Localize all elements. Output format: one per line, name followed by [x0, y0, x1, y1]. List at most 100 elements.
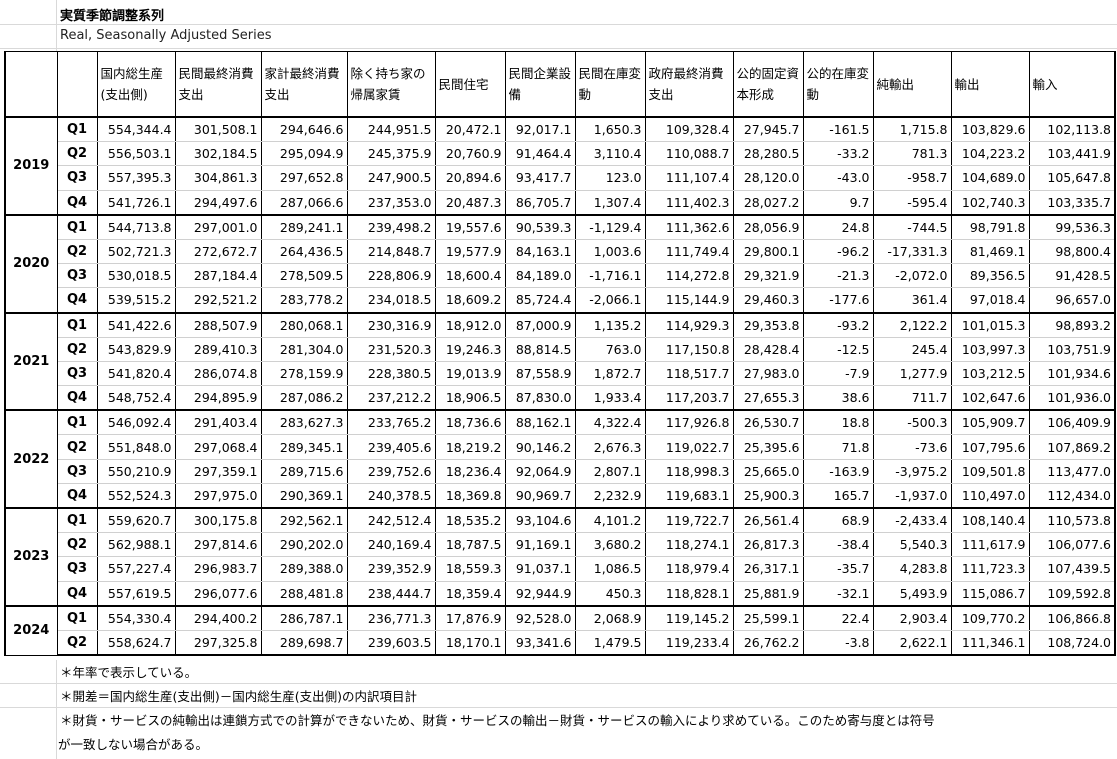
value-cell[interactable]: 28,056.9	[732, 213, 804, 240]
value-cell[interactable]: 264,436.5	[260, 238, 348, 265]
value-cell[interactable]: -43.0	[802, 165, 874, 191]
value-cell[interactable]: 118,828.1	[644, 580, 734, 607]
value-cell[interactable]: 297,325.8	[174, 629, 262, 657]
value-cell[interactable]: 93,104.6	[504, 507, 576, 534]
value-cell[interactable]: 102,647.6	[950, 385, 1030, 412]
value-cell[interactable]: 84,189.0	[504, 263, 576, 289]
value-cell[interactable]: 26,762.2	[732, 629, 804, 657]
value-cell[interactable]: -161.5	[802, 116, 874, 143]
value-cell[interactable]: 214,848.7	[346, 238, 436, 265]
value-cell[interactable]: 290,202.0	[260, 532, 348, 558]
value-cell[interactable]: 118,274.1	[644, 532, 734, 558]
quarter-cell[interactable]: Q4	[56, 385, 98, 412]
value-cell[interactable]: 239,352.9	[346, 556, 436, 582]
value-cell[interactable]: 119,233.4	[644, 629, 734, 657]
value-cell[interactable]: -1,937.0	[872, 482, 952, 509]
value-cell[interactable]: 554,330.4	[96, 604, 176, 631]
value-cell[interactable]: 551,848.0	[96, 434, 176, 460]
value-cell[interactable]: 119,683.1	[644, 482, 734, 509]
value-cell[interactable]: 71.8	[802, 434, 874, 460]
value-cell[interactable]: 1,003.6	[574, 238, 646, 265]
header-private-residential[interactable]: 民間住宅	[434, 51, 506, 118]
sheet-title[interactable]: 実質季節調整系列	[60, 9, 165, 24]
value-cell[interactable]: 93,417.7	[504, 165, 576, 191]
value-cell[interactable]: -177.6	[802, 287, 874, 314]
value-cell[interactable]: 302,184.5	[174, 141, 262, 167]
value-cell[interactable]: 20,760.9	[434, 141, 506, 167]
quarter-cell[interactable]: Q2	[56, 336, 98, 362]
value-cell[interactable]: 18,559.3	[434, 556, 506, 582]
value-cell[interactable]: 29,460.3	[732, 287, 804, 314]
header-public-inventory[interactable]: 公的在庫変動	[802, 51, 874, 118]
value-cell[interactable]: 9.7	[802, 189, 874, 216]
value-cell[interactable]: 101,934.6	[1028, 360, 1116, 387]
value-cell[interactable]: 17,876.9	[434, 604, 506, 631]
value-cell[interactable]: 283,778.2	[260, 287, 348, 314]
value-cell[interactable]: 108,724.0	[1028, 629, 1116, 657]
value-cell[interactable]: 278,159.9	[260, 360, 348, 387]
value-cell[interactable]: 711.7	[872, 385, 952, 412]
value-cell[interactable]: 119,145.2	[644, 604, 734, 631]
value-cell[interactable]: 18,170.1	[434, 629, 506, 657]
value-cell[interactable]: 231,520.3	[346, 336, 436, 362]
year-cell[interactable]: 2022	[4, 409, 58, 509]
value-cell[interactable]: 84,163.1	[504, 238, 576, 265]
value-cell[interactable]: 3,680.2	[574, 532, 646, 558]
value-cell[interactable]: 91,464.4	[504, 141, 576, 167]
value-cell[interactable]: 27,983.0	[732, 360, 804, 387]
quarter-cell[interactable]: Q2	[56, 238, 98, 265]
value-cell[interactable]: 91,428.5	[1028, 263, 1116, 289]
value-cell[interactable]: 292,562.1	[260, 507, 348, 534]
value-cell[interactable]: 2,122.2	[872, 311, 952, 338]
quarter-cell[interactable]: Q4	[56, 287, 98, 314]
value-cell[interactable]: 22.4	[802, 604, 874, 631]
header-private-investment[interactable]: 民間企業設備	[504, 51, 576, 118]
quarter-cell[interactable]: Q4	[56, 482, 98, 509]
value-cell[interactable]: 234,018.5	[346, 287, 436, 314]
value-cell[interactable]: 106,409.9	[1028, 409, 1116, 436]
value-cell[interactable]: 38.6	[802, 385, 874, 412]
value-cell[interactable]: 1,933.4	[574, 385, 646, 412]
value-cell[interactable]: -1,716.1	[574, 263, 646, 289]
value-cell[interactable]: 105,909.7	[950, 409, 1030, 436]
value-cell[interactable]: 292,521.2	[174, 287, 262, 314]
value-cell[interactable]: 2,807.1	[574, 458, 646, 484]
value-cell[interactable]: 115,144.9	[644, 287, 734, 314]
value-cell[interactable]: 18,219.2	[434, 434, 506, 460]
value-cell[interactable]: 19,577.9	[434, 238, 506, 265]
value-cell[interactable]: 18,736.6	[434, 409, 506, 436]
value-cell[interactable]: 502,721.3	[96, 238, 176, 265]
value-cell[interactable]: 781.3	[872, 141, 952, 167]
value-cell[interactable]: 4,322.4	[574, 409, 646, 436]
value-cell[interactable]: 2,232.9	[574, 482, 646, 509]
value-cell[interactable]: 239,603.5	[346, 629, 436, 657]
value-cell[interactable]: 28,027.2	[732, 189, 804, 216]
value-cell[interactable]: 18,906.5	[434, 385, 506, 412]
value-cell[interactable]: 2,676.3	[574, 434, 646, 460]
value-cell[interactable]: -163.9	[802, 458, 874, 484]
value-cell[interactable]: 28,120.0	[732, 165, 804, 191]
value-cell[interactable]: 98,800.4	[1028, 238, 1116, 265]
value-cell[interactable]: 557,395.3	[96, 165, 176, 191]
value-cell[interactable]: 90,969.7	[504, 482, 576, 509]
value-cell[interactable]: 296,983.7	[174, 556, 262, 582]
value-cell[interactable]: 289,715.6	[260, 458, 348, 484]
quarter-cell[interactable]: Q3	[56, 458, 98, 484]
value-cell[interactable]: 3,110.4	[574, 141, 646, 167]
value-cell[interactable]: 98,791.8	[950, 213, 1030, 240]
year-cell[interactable]: 2024	[4, 604, 58, 656]
value-cell[interactable]: 93,341.6	[504, 629, 576, 657]
value-cell[interactable]: 99,536.3	[1028, 213, 1116, 240]
value-cell[interactable]: 4,101.2	[574, 507, 646, 534]
header-exports[interactable]: 輸出	[950, 51, 1030, 118]
value-cell[interactable]: 552,524.3	[96, 482, 176, 509]
value-cell[interactable]: 1,479.5	[574, 629, 646, 657]
value-cell[interactable]: 20,472.1	[434, 116, 506, 143]
value-cell[interactable]: 1,277.9	[872, 360, 952, 387]
value-cell[interactable]: 289,698.7	[260, 629, 348, 657]
sheet-subtitle[interactable]: Real, Seasonally Adjusted Series	[60, 28, 272, 43]
value-cell[interactable]: 88,162.1	[504, 409, 576, 436]
value-cell[interactable]: 530,018.5	[96, 263, 176, 289]
quarter-cell[interactable]: Q1	[56, 507, 98, 534]
value-cell[interactable]: 286,074.8	[174, 360, 262, 387]
